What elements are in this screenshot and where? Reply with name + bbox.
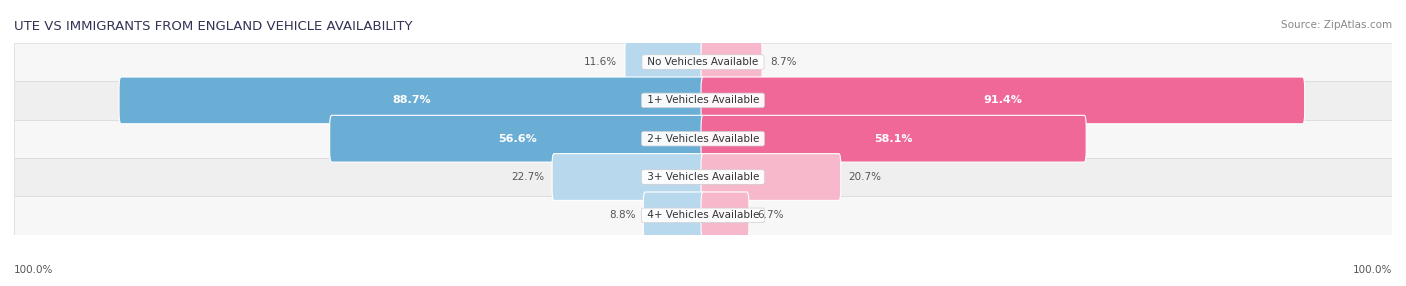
Text: 20.7%: 20.7% xyxy=(849,172,882,182)
FancyBboxPatch shape xyxy=(702,115,1087,162)
Text: 56.6%: 56.6% xyxy=(498,134,537,144)
Text: 1+ Vehicles Available: 1+ Vehicles Available xyxy=(644,96,762,105)
FancyBboxPatch shape xyxy=(702,77,1305,124)
Text: 100.0%: 100.0% xyxy=(14,265,53,275)
Text: 3+ Vehicles Available: 3+ Vehicles Available xyxy=(644,172,762,182)
Text: 8.7%: 8.7% xyxy=(770,57,796,67)
Bar xyxy=(14,158,1392,196)
Bar xyxy=(14,81,1392,120)
FancyBboxPatch shape xyxy=(329,115,704,162)
Text: 6.7%: 6.7% xyxy=(756,210,783,220)
Text: 2+ Vehicles Available: 2+ Vehicles Available xyxy=(644,134,762,144)
Text: 8.8%: 8.8% xyxy=(609,210,636,220)
Bar xyxy=(14,196,1392,235)
FancyBboxPatch shape xyxy=(702,39,762,86)
Bar xyxy=(14,120,1392,158)
Bar xyxy=(14,43,1392,81)
Text: UTE VS IMMIGRANTS FROM ENGLAND VEHICLE AVAILABILITY: UTE VS IMMIGRANTS FROM ENGLAND VEHICLE A… xyxy=(14,20,412,33)
Text: No Vehicles Available: No Vehicles Available xyxy=(644,57,762,67)
FancyBboxPatch shape xyxy=(702,154,841,200)
Text: 11.6%: 11.6% xyxy=(583,57,617,67)
FancyBboxPatch shape xyxy=(644,192,704,239)
FancyBboxPatch shape xyxy=(120,77,704,124)
Text: 91.4%: 91.4% xyxy=(983,96,1022,105)
Text: 58.1%: 58.1% xyxy=(875,134,912,144)
Text: 22.7%: 22.7% xyxy=(512,172,544,182)
FancyBboxPatch shape xyxy=(624,39,704,86)
FancyBboxPatch shape xyxy=(702,192,749,239)
Text: 4+ Vehicles Available: 4+ Vehicles Available xyxy=(644,210,762,220)
Text: 88.7%: 88.7% xyxy=(392,96,432,105)
FancyBboxPatch shape xyxy=(553,154,704,200)
Text: Source: ZipAtlas.com: Source: ZipAtlas.com xyxy=(1281,20,1392,30)
Text: 100.0%: 100.0% xyxy=(1353,265,1392,275)
